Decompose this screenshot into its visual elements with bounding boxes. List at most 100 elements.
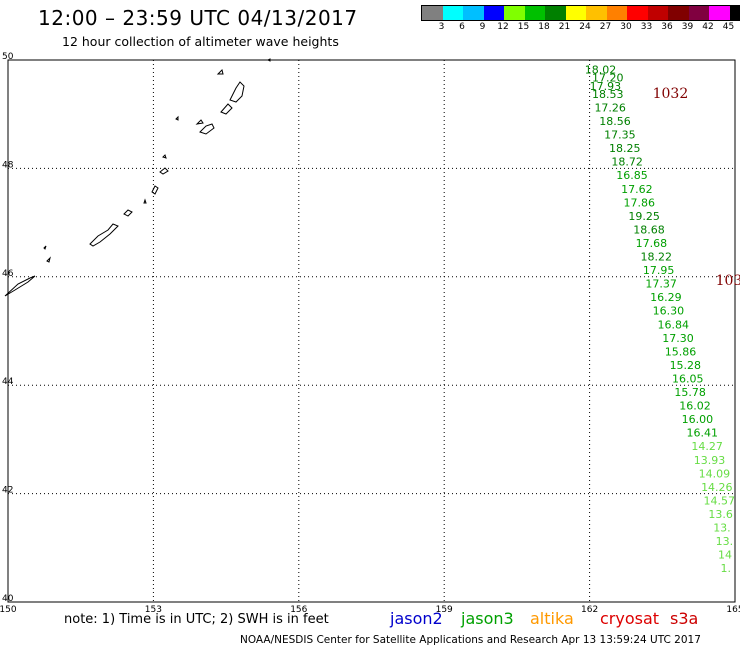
wave-height-label: 17.62 (621, 183, 653, 196)
legend-swatch (586, 6, 607, 20)
wave-height-label: 18.22 (640, 251, 672, 264)
legend-swatch (729, 6, 740, 20)
legend-swatch (565, 6, 586, 20)
legend-label: 30 (620, 22, 632, 32)
wave-height-label: 13. (713, 522, 731, 535)
legend-label: 33 (640, 22, 653, 32)
wave-height-label: 17.20 (592, 72, 624, 85)
pressure-labels: 1032 1031 (653, 86, 740, 289)
wave-height-label: 17.93 (590, 80, 622, 93)
footer-note: note: 1) Time is in UTC; 2) SWH is in fe… (64, 612, 329, 627)
coastline-island-14 (229, 81, 245, 103)
coastline-island-8 (159, 167, 169, 175)
legend-label: 9 (479, 22, 486, 32)
wave-height-label: 17.95 (643, 264, 675, 277)
axis-tick-labels: 150 153 156 159 162 165 40 42 44 46 48 50 (0, 52, 740, 615)
pressure-label: 1031 (716, 273, 740, 289)
wave-height-label: 18.53 (592, 88, 624, 101)
legend-label: 21 (558, 22, 571, 32)
wave-height-label: 18.25 (609, 142, 641, 155)
x-tick-label: 162 (581, 605, 598, 615)
coastline-island-11 (195, 119, 204, 125)
satellite-label-jason2: jason2 (390, 609, 443, 628)
wave-height-label: 16.84 (657, 318, 689, 331)
y-tick-label: 42 (2, 486, 13, 496)
coastline-island-6 (143, 198, 147, 204)
coastline-island-4 (89, 223, 119, 247)
legend-swatch (504, 6, 525, 20)
wave-height-label: 15.28 (670, 359, 702, 372)
coastline-island-5 (123, 209, 133, 217)
legend-swatch (483, 6, 504, 20)
wave-height-label: 15.78 (674, 386, 706, 399)
wave-height-label: 16.85 (616, 169, 648, 182)
legend-label: 42 (702, 22, 714, 32)
x-tick-label: 156 (290, 605, 307, 615)
legend-swatch (442, 6, 463, 20)
legend-label: 6 (459, 22, 465, 32)
coastline-island-2 (43, 245, 47, 250)
satellite-label-s3a: s3a (670, 609, 699, 628)
wave-height-label: 17.86 (624, 196, 656, 209)
legend-swatch (668, 6, 689, 20)
legend-label: 36 (661, 22, 673, 32)
wave-height-label: 18.02 (585, 64, 617, 77)
y-tick-label: 46 (2, 269, 14, 279)
legend-label: 24 (579, 22, 591, 32)
coastline-island-16 (266, 58, 271, 62)
legend-label: 39 (681, 22, 694, 32)
wave-height-label: 15.86 (665, 345, 697, 358)
pressure-label: 1032 (653, 86, 689, 102)
wave-height-label: 1. (720, 562, 731, 575)
wave-height-legend-labels: 36912151821242730333639424570(ft) (421, 22, 740, 34)
coastline-kuril-islands (4, 58, 271, 297)
legend-swatch (422, 6, 443, 20)
wave-height-label: 16.41 (687, 427, 719, 440)
coastline-island-13 (220, 103, 233, 115)
legend-swatch (606, 6, 627, 20)
x-tick-label: 153 (145, 605, 162, 615)
legend-swatch (688, 6, 709, 20)
satellite-label-cryosat: cryosat (600, 609, 660, 628)
wave-height-label: 17.68 (636, 237, 668, 250)
wave-height-label: 16.02 (679, 400, 711, 413)
plot-frame (7, 59, 736, 603)
legend-label: 3 (438, 22, 445, 32)
coastline-island-10 (199, 123, 215, 135)
wave-height-label: 16.30 (653, 305, 685, 318)
wave-height-label: 13.6 (708, 508, 733, 521)
wave-height-label: 18.56 (599, 115, 631, 128)
y-tick-label: 40 (2, 594, 14, 604)
chart-title: 12:00 – 23:59 UTC 04/13/2017 (38, 6, 358, 30)
satellite-label-altika: altika (530, 609, 574, 628)
footer-credit: NOAA/NESDIS Center for Satellite Applica… (240, 634, 701, 646)
wave-height-label: 14.26 (701, 481, 733, 494)
wave-height-label: 14.57 (703, 494, 735, 507)
wave-height-label: 14.09 (699, 467, 731, 480)
wave-height-label: 16.05 (672, 372, 704, 385)
wave-height-color-legend (421, 5, 740, 21)
wave-height-label: 18.68 (633, 223, 665, 236)
y-tick-label: 48 (2, 160, 14, 170)
wave-height-label: 14.27 (691, 440, 723, 453)
coastline-island-7 (151, 185, 159, 195)
wave-height-label: 17.35 (604, 129, 636, 142)
coastline-island-3 (46, 256, 51, 263)
coastline-island-9 (162, 154, 167, 159)
legend-swatch (545, 6, 566, 20)
wave-height-label: 17.30 (662, 332, 694, 345)
legend-swatch (709, 6, 730, 20)
wave-height-label: 19.25 (628, 210, 660, 223)
wave-height-label: 16.29 (650, 291, 682, 304)
legend-label: 27 (599, 22, 612, 32)
wave-height-label: 17.37 (645, 278, 677, 291)
wave-height-label: 13.93 (694, 454, 726, 467)
lat-lon-grid (7, 59, 736, 603)
legend-label: 15 (517, 22, 530, 32)
legend-label: 12 (497, 22, 509, 32)
coastline-island-15 (216, 69, 224, 75)
x-tick-label: 165 (726, 605, 740, 615)
wave-height-label: 18.72 (611, 156, 643, 169)
